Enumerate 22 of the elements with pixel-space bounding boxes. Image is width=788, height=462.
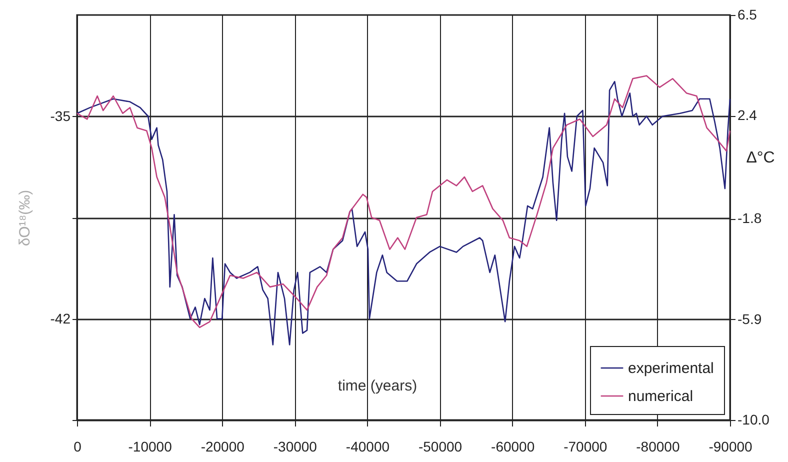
- legend-label: numerical: [628, 388, 694, 405]
- y-tick-label: -35: [50, 108, 71, 124]
- y2-tick-label: 6.5: [738, 6, 758, 22]
- y2-tick-label: -1.8: [738, 210, 762, 226]
- x-tick-label: -10000: [128, 438, 172, 454]
- x-tick-label: -40000: [346, 438, 390, 454]
- y2-axis-title: Δ°C: [746, 150, 775, 166]
- x-axis-title: time (years): [338, 378, 418, 394]
- x-tick-label: 0: [74, 438, 82, 454]
- y2-tick-label: -10.0: [738, 412, 770, 428]
- y-axis-title: δO¹⁸(‰): [16, 190, 34, 246]
- x-tick-label: -80000: [636, 438, 680, 454]
- x-tick-label: -20000: [200, 438, 245, 454]
- y2-tick-label: -5.9: [738, 310, 762, 327]
- x-tick-label: -70000: [564, 438, 608, 454]
- legend-label: experimental: [628, 360, 714, 377]
- x-tick-label: -50000: [418, 438, 462, 454]
- x-tick-label: -90000: [708, 438, 753, 454]
- x-tick-label: -60000: [491, 438, 535, 454]
- y2-tick-label: 2.4: [738, 107, 758, 124]
- y-tick-label: -42: [50, 310, 71, 326]
- x-tick-label: -30000: [273, 438, 318, 454]
